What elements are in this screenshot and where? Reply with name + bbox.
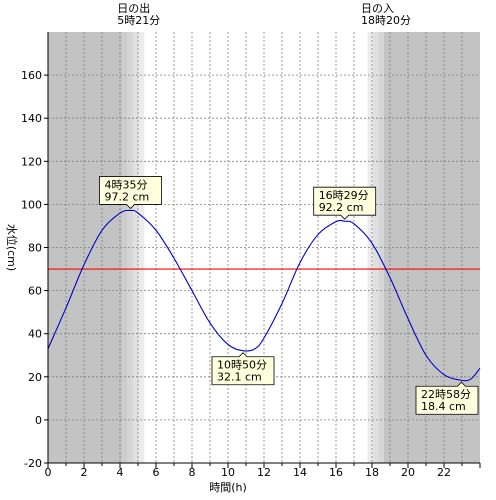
sunset-time: 18時20分 [361,14,411,27]
x-tick-label: 16 [329,466,343,479]
callout-box [313,186,377,220]
y-tick-label: 60 [28,285,42,298]
callout-value: 18.4 cm [421,400,466,413]
callout-box [211,352,275,386]
callout-time: 16時29分 [319,189,369,202]
x-tick-label: 18 [365,466,379,479]
y-tick-label: 100 [21,198,42,211]
callout-time: 4時35分 [104,178,147,191]
x-tick-label: 20 [401,466,415,479]
callout-time: 22時58分 [421,388,471,401]
y-tick-label: 20 [28,371,42,384]
twilight-morning-band [127,32,134,463]
y-tick-label: -20 [24,457,42,470]
x-tick-label: 10 [221,466,235,479]
sun-labels: 日の出 5時21分 日の入 18時20分 [117,1,411,27]
x-tick-label: 14 [293,466,307,479]
twilight-evening-band [372,32,379,463]
series-layer [47,209,481,382]
x-tick-label: 2 [81,466,88,479]
y-tick-label: 0 [35,414,42,427]
x-axis-label: 時間(h) [209,481,247,494]
x-tick-label: 12 [257,466,271,479]
sunrise-label: 日の出 [117,1,150,15]
twilight-evening-band [367,32,373,463]
callout-box [415,381,479,415]
x-tick-label: 4 [117,466,124,479]
x-tick-label: 8 [189,466,196,479]
callout-box [99,176,162,209]
tide-level-line [47,209,481,382]
x-tick-label: 6 [153,466,160,479]
y-tick-label: 120 [21,155,42,168]
callout-value: 97.2 cm [104,190,149,203]
sunrise-time: 5時21分 [117,14,160,27]
y-tick-label: 160 [21,69,42,82]
sunset-label: 日の入 [361,2,394,15]
x-tick-label: 22 [437,466,451,479]
y-tick-label: 40 [28,328,42,341]
y-tick-label: 80 [28,242,42,255]
x-tick-label: 0 [45,466,52,479]
callout-time: 10時50分 [217,359,267,372]
y-tick-label: 140 [21,112,42,125]
callout-value: 92.2 cm [319,201,364,214]
y-axis-label: 水位(cm) [5,224,19,271]
callout-value: 32.1 cm [217,371,262,384]
